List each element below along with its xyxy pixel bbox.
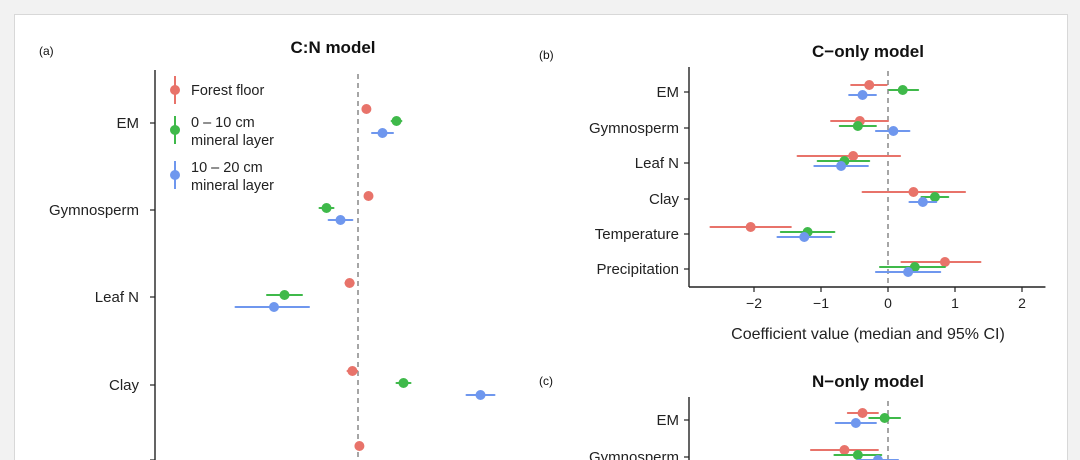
category-label: Leaf N (635, 155, 679, 172)
x-axis-title: Coefficient value (median and 95% CI) (731, 326, 1005, 343)
data-point (864, 80, 875, 90)
data-point (888, 126, 899, 136)
legend-key-point (170, 170, 180, 180)
category-label: Gymnosperm (49, 202, 139, 219)
data-point (857, 408, 868, 418)
data-point (897, 85, 908, 95)
data-point (269, 302, 279, 312)
x-tick-label: 0 (884, 295, 892, 311)
panel-title: C:N model (291, 38, 376, 57)
panel-title: N−only model (812, 372, 924, 391)
legend-label: mineral layer (191, 133, 274, 149)
data-point (879, 413, 890, 423)
data-point (852, 121, 863, 131)
x-tick-label: 1 (951, 295, 959, 311)
data-point (857, 90, 868, 100)
category-label: Gymnosperm (589, 120, 679, 137)
panel-label: (c) (539, 374, 553, 388)
panel-label: (a) (39, 44, 54, 58)
category-label: Clay (109, 377, 140, 394)
data-point (848, 151, 859, 161)
panel-title: C−only model (812, 42, 924, 61)
data-point (363, 191, 374, 201)
category-label: EM (657, 84, 680, 101)
data-point (398, 378, 409, 388)
data-point (852, 450, 863, 460)
figure: (a) C:N model EM Gymnosperm Leaf N Clay Forest… (14, 14, 1068, 460)
data-point (799, 232, 810, 242)
data-point (279, 290, 290, 300)
legend-key-point (170, 85, 180, 95)
x-tick-label: −2 (746, 295, 762, 311)
data-point (347, 366, 358, 376)
data-point (745, 222, 756, 232)
data-point (321, 203, 332, 213)
data-point (836, 161, 847, 171)
category-label: Gymnosperm (589, 449, 679, 460)
data-point (344, 278, 355, 288)
legend-key-point (170, 125, 180, 135)
x-tick-label: −1 (813, 295, 829, 311)
data-point (917, 197, 928, 207)
panel-label: (b) (539, 48, 554, 62)
data-point (391, 116, 402, 126)
category-label: Precipitation (596, 261, 679, 278)
x-tick-label: 2 (1018, 295, 1026, 311)
category-label: EM (117, 115, 140, 132)
category-label: Clay (649, 191, 680, 208)
legend-label: Forest floor (191, 83, 264, 99)
legend-label: 0 – 10 cm (191, 115, 255, 131)
data-point (908, 187, 919, 197)
data-point (335, 215, 346, 225)
data-point (939, 257, 950, 267)
category-label: Temperature (595, 226, 679, 243)
data-point (377, 128, 388, 138)
chart-canvas: (a) C:N model EM Gymnosperm Leaf N Clay Forest… (39, 38, 1046, 460)
legend-label: mineral layer (191, 178, 274, 194)
data-point (839, 445, 850, 455)
category-label: EM (657, 412, 680, 429)
data-point (354, 441, 365, 451)
legend-label: 10 – 20 cm (191, 160, 263, 176)
data-point (903, 267, 914, 277)
data-point (475, 390, 486, 400)
data-point (850, 418, 861, 428)
data-point (929, 192, 940, 202)
category-label: Leaf N (95, 289, 139, 306)
data-point (361, 104, 372, 114)
